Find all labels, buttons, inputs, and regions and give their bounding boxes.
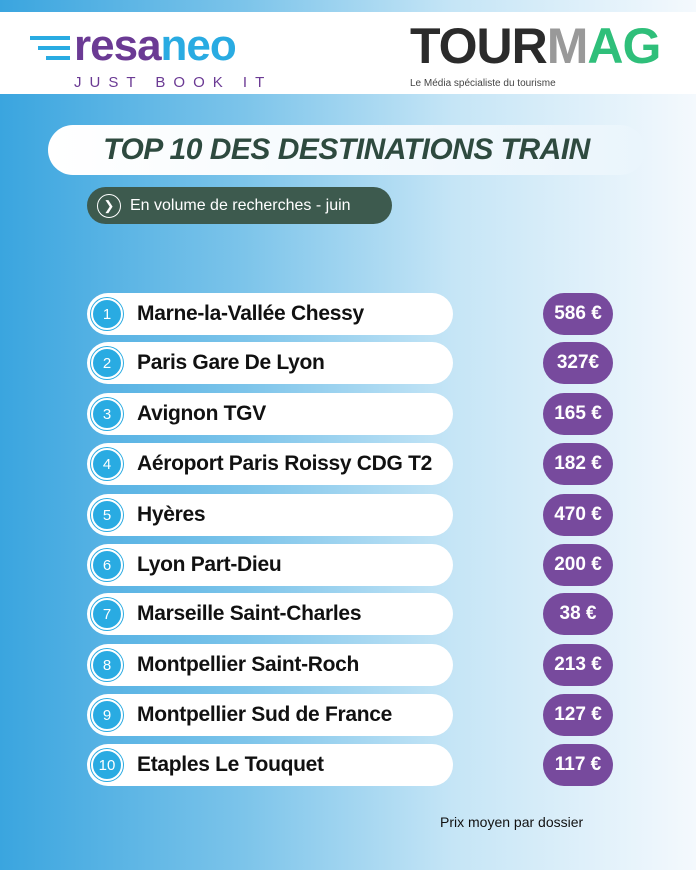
list-item: 1 Marne-la-Vallée Chessy (87, 293, 453, 335)
list-item: 4 Aéroport Paris Roissy CDG T2 (87, 443, 453, 485)
destination-name: Paris Gare De Lyon (137, 351, 325, 374)
page-title: TOP 10 DES DESTINATIONS TRAIN (48, 125, 645, 175)
rank-badge: 1 (91, 298, 123, 330)
list-item: 8 Montpellier Saint-Roch (87, 644, 453, 686)
header: resaneo JUST BOOK IT TOURMAG Le Média sp… (0, 12, 696, 94)
destination-name: Lyon Part-Dieu (137, 553, 282, 576)
destination-name: Marne-la-Vallée Chessy (137, 302, 364, 325)
rank-badge: 10 (91, 749, 123, 781)
list-item: 3 Avignon TGV (87, 393, 453, 435)
destination-name: Montpellier Saint-Roch (137, 653, 360, 676)
price-badge: 38 € (543, 593, 613, 635)
list-item: 6 Lyon Part-Dieu (87, 544, 453, 586)
rank-badge: 2 (91, 347, 123, 379)
rank-badge: 4 (91, 448, 123, 480)
destination-name: Montpellier Sud de France (137, 703, 393, 726)
destination-name: Aéroport Paris Roissy CDG T2 (137, 452, 433, 475)
list-item: 9 Montpellier Sud de France (87, 694, 453, 736)
price-badge: 327€ (543, 342, 613, 384)
price-badge: 470 € (543, 494, 613, 536)
destination-name: Marseille Saint-Charles (137, 602, 362, 625)
price-badge: 165 € (543, 393, 613, 435)
destination-name: Hyères (137, 503, 206, 526)
rank-badge: 9 (91, 699, 123, 731)
tourmag-logo: TOURMAG Le Média spécialiste du tourisme (410, 18, 661, 90)
list-item: 2 Paris Gare De Lyon (87, 342, 453, 384)
price-badge: 117 € (543, 744, 613, 786)
subtitle-label: En volume de recherches - juin (130, 196, 351, 214)
subtitle-badge: ❯ En volume de recherches - juin (87, 187, 392, 224)
list-item: 5 Hyères (87, 494, 453, 536)
logo-text: TOUR (410, 18, 548, 74)
rank-badge: 8 (91, 649, 123, 681)
speed-lines-icon (30, 36, 70, 66)
rank-badge: 3 (91, 398, 123, 430)
footnote: Prix moyen par dossier (440, 814, 584, 830)
price-badge: 586 € (543, 293, 613, 335)
destination-name: Avignon TGV (137, 402, 266, 425)
rank-badge: 5 (91, 499, 123, 531)
rank-badge: 7 (91, 598, 123, 630)
logo-text: neo (160, 21, 237, 70)
logo-text: resa (74, 21, 162, 70)
logo-text: M (546, 18, 589, 74)
resaneo-logo: resaneo JUST BOOK IT (30, 24, 290, 94)
price-badge: 182 € (543, 443, 613, 485)
destination-name: Etaples Le Touquet (137, 753, 324, 776)
logo-tagline: Le Média spécialiste du tourisme (410, 78, 556, 89)
logo-tagline: JUST BOOK IT (74, 74, 273, 91)
logo-text: AG (587, 18, 661, 74)
price-badge: 200 € (543, 544, 613, 586)
price-badge: 127 € (543, 694, 613, 736)
rank-badge: 6 (91, 549, 123, 581)
price-badge: 213 € (543, 644, 613, 686)
list-item: 7 Marseille Saint-Charles (87, 593, 453, 635)
chevron-right-circle-icon: ❯ (97, 193, 121, 218)
list-item: 10 Etaples Le Touquet (87, 744, 453, 786)
